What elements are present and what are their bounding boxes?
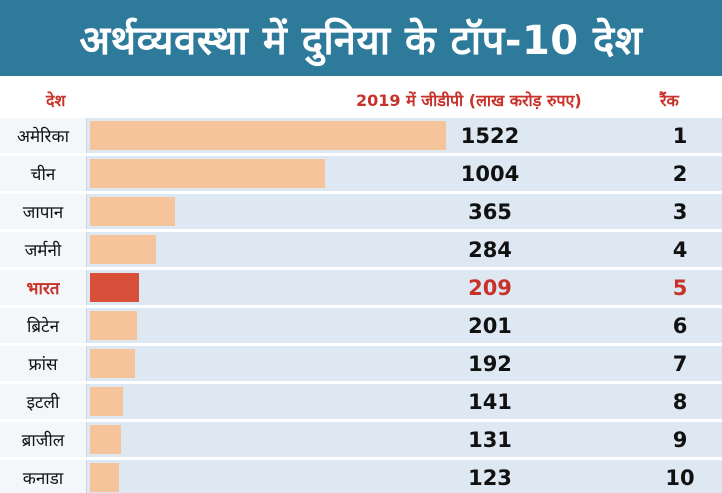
country-label: इटली xyxy=(0,384,87,419)
chart-row: इटली 141 8 xyxy=(0,384,722,419)
rank-label: 3 xyxy=(672,199,688,224)
column-header-row: देश 2019 में जीडीपी (लाख करोड़ रुपए) रैं… xyxy=(0,84,722,116)
country-label: अमेरिका xyxy=(0,118,87,153)
gdp-bar xyxy=(90,425,121,454)
gdp-bar xyxy=(90,273,139,302)
chart-row: जर्मनी 284 4 xyxy=(0,232,722,267)
country-label: ब्राजील xyxy=(0,422,87,457)
chart-title: अर्थव्यवस्था में दुनिया के टॉप-10 देश xyxy=(79,17,643,64)
rank-column-header: रैंक xyxy=(660,91,679,110)
chart-row: अमेरिका 1522 1 xyxy=(0,118,722,153)
chart-row: चीन 1004 2 xyxy=(0,156,722,191)
gdp-bar xyxy=(90,197,175,226)
rank-label: 1 xyxy=(672,123,688,148)
country-label: जर्मनी xyxy=(0,232,87,267)
chart-row: जापान 365 3 xyxy=(0,194,722,229)
rank-label: 9 xyxy=(672,427,688,452)
rank-label: 10 xyxy=(665,465,695,490)
country-label: फ्रांस xyxy=(0,346,87,381)
gdp-column-header: 2019 में जीडीपी (लाख करोड़ रुपए) xyxy=(356,91,582,110)
rank-label: 5 xyxy=(672,275,688,300)
gdp-bar xyxy=(90,159,325,188)
chart-row: ब्रिटेन 201 6 xyxy=(0,308,722,343)
title-bar: अर्थव्यवस्था में दुनिया के टॉप-10 देश xyxy=(0,0,722,76)
gdp-bar xyxy=(90,311,137,340)
gdp-bar xyxy=(90,121,446,150)
country-label: भारत xyxy=(0,270,87,305)
gdp-bar xyxy=(90,235,156,264)
country-label: कनाडा xyxy=(0,460,87,493)
chart-row: ब्राजील 131 9 xyxy=(0,422,722,457)
chart-row: कनाडा 123 10 xyxy=(0,460,722,493)
gdp-value-label: 365 xyxy=(468,199,512,224)
country-label: ब्रिटेन xyxy=(0,308,87,343)
chart-row: फ्रांस 192 7 xyxy=(0,346,722,381)
country-column-header: देश xyxy=(46,91,66,110)
rank-label: 6 xyxy=(672,313,688,338)
gdp-value-label: 209 xyxy=(468,275,512,300)
gdp-value-label: 1004 xyxy=(460,161,520,186)
rank-label: 4 xyxy=(672,237,688,262)
gdp-value-label: 141 xyxy=(468,389,512,414)
gdp-value-label: 284 xyxy=(468,237,512,262)
gdp-value-label: 192 xyxy=(468,351,512,376)
country-label: जापान xyxy=(0,194,87,229)
chart-row: भारत 209 5 xyxy=(0,270,722,305)
gdp-bar xyxy=(90,463,119,492)
gdp-bar xyxy=(90,349,135,378)
rank-label: 7 xyxy=(672,351,688,376)
gdp-bar xyxy=(90,387,123,416)
gdp-value-label: 131 xyxy=(468,427,512,452)
rank-label: 8 xyxy=(672,389,688,414)
country-label: चीन xyxy=(0,156,87,191)
gdp-value-label: 201 xyxy=(468,313,512,338)
gdp-value-label: 1522 xyxy=(460,123,520,148)
rank-label: 2 xyxy=(672,161,688,186)
gdp-value-label: 123 xyxy=(468,465,512,490)
